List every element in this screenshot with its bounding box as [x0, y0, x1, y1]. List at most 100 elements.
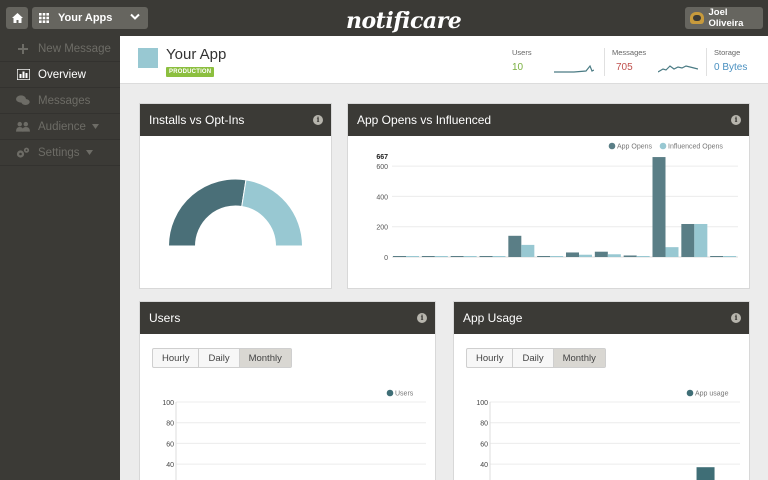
- y-tick-label: 80: [166, 421, 174, 428]
- sidebar-item-overview[interactable]: Overview: [0, 62, 120, 88]
- bar: [694, 223, 708, 257]
- bar: [521, 244, 535, 257]
- stat-divider: [706, 48, 707, 76]
- donut-slice: [241, 179, 304, 247]
- y-tick-label: 60: [166, 441, 174, 448]
- panel-header: App Usage i: [454, 302, 749, 334]
- panel-title: App Opens vs Influenced: [357, 113, 492, 127]
- legend-swatch: [686, 389, 694, 397]
- grid-icon: [39, 13, 49, 23]
- tab-monthly[interactable]: Monthly: [239, 349, 291, 367]
- messages-sparkline: [658, 65, 698, 73]
- y-tick-label: 200: [376, 225, 388, 232]
- legend-swatch: [659, 142, 667, 150]
- sidebar: New Message Overview Messages Audience S…: [0, 36, 120, 480]
- bar: [434, 256, 448, 257]
- bar: [623, 255, 637, 257]
- opens-bar-chart: 0 200 400 600 667 App Opens Influenced Opens: [376, 142, 738, 262]
- bar: [450, 256, 464, 257]
- y-tick-label: 100: [476, 400, 488, 407]
- bar: [579, 254, 592, 257]
- y-tick-label: 400: [376, 194, 388, 201]
- top-bar: Your Apps notificare Joel Oliveira: [0, 0, 768, 36]
- usage-bar-chart: 40 60 80 100 App usage: [476, 389, 740, 480]
- bar: [492, 256, 506, 257]
- chevron-down-icon: [130, 13, 140, 20]
- bar: [696, 467, 715, 480]
- avatar: [690, 12, 704, 24]
- apps-dropdown[interactable]: Your Apps: [32, 7, 148, 29]
- bar-chart-icon: [16, 69, 30, 80]
- apps-dropdown-label: Your Apps: [58, 12, 113, 24]
- bar: [594, 251, 608, 257]
- bar: [636, 256, 650, 257]
- y-tick-label: 80: [480, 421, 488, 428]
- legend-swatch: [608, 142, 616, 150]
- bar: [652, 157, 666, 257]
- user-menu-button[interactable]: Joel Oliveira: [685, 7, 763, 29]
- sidebar-item-settings[interactable]: Settings: [0, 140, 120, 166]
- bar: [681, 223, 695, 257]
- bar: [537, 256, 551, 257]
- stat-storage[interactable]: Storage 0 Bytes: [714, 48, 747, 73]
- bar: [665, 247, 679, 257]
- bar: [710, 256, 724, 257]
- caret-down-icon: [85, 150, 93, 155]
- sidebar-item-new-message[interactable]: New Message: [0, 36, 120, 62]
- chat-bubbles-icon: [16, 95, 30, 105]
- panel-header: Installs vs Opt-Ins i: [140, 104, 331, 136]
- panel-header: App Opens vs Influenced i: [348, 104, 749, 136]
- bar: [550, 256, 564, 257]
- y-tick-label: 40: [166, 462, 174, 469]
- info-icon[interactable]: i: [731, 313, 741, 323]
- legend-swatch: [386, 389, 394, 397]
- tab-hourly[interactable]: Hourly: [467, 349, 514, 367]
- sidebar-item-label: Messages: [38, 94, 91, 107]
- stat-value: 0 Bytes: [714, 62, 748, 73]
- panel-header: Users i: [140, 302, 435, 334]
- sidebar-item-audience[interactable]: Audience: [0, 114, 120, 140]
- sidebar-item-label: Overview: [38, 68, 86, 81]
- legend-entry: Influenced Opens: [668, 144, 723, 151]
- y-tick-label: 100: [162, 400, 174, 407]
- app-icon: [138, 48, 158, 68]
- tab-hourly[interactable]: Hourly: [153, 349, 200, 367]
- stat-value: 10: [512, 62, 524, 73]
- users-panel: Users i Hourly Daily Monthly 40 60 80 100 Us…: [139, 301, 436, 480]
- stat-value: 705: [616, 62, 633, 73]
- info-icon[interactable]: i: [313, 115, 323, 125]
- panel-title: Installs vs Opt-Ins: [149, 113, 245, 127]
- page-title: Your App: [166, 46, 227, 63]
- stat-label: Messages: [612, 48, 647, 57]
- stat-users[interactable]: Users 10: [512, 48, 532, 73]
- opens-panel: App Opens vs Influenced i 0 200 400 600 667 A…: [347, 103, 750, 289]
- bar: [607, 254, 621, 257]
- bar: [406, 256, 419, 257]
- panel-title: App Usage: [463, 311, 523, 325]
- sidebar-item-messages[interactable]: Messages: [0, 88, 120, 114]
- caret-down-icon: [91, 124, 99, 129]
- y-tick-label: 40: [480, 462, 488, 469]
- brand-logo[interactable]: notificare: [346, 8, 462, 34]
- installs-half-donut-chart: [167, 178, 304, 247]
- info-icon[interactable]: i: [731, 115, 741, 125]
- legend-entry: Users: [395, 391, 414, 398]
- users-sparkline: [554, 64, 594, 73]
- bar: [463, 256, 477, 257]
- bar: [723, 256, 737, 257]
- info-icon[interactable]: i: [417, 313, 427, 323]
- tab-daily[interactable]: Daily: [199, 349, 240, 367]
- y-tick-label: 60: [480, 441, 488, 448]
- tab-monthly[interactable]: Monthly: [553, 349, 605, 367]
- usage-panel: App Usage i Hourly Daily Monthly 40 60 80 1…: [453, 301, 750, 480]
- donut-slice: [167, 178, 247, 247]
- app-header: Your App PRODUCTION Users 10 Messages 70…: [120, 36, 768, 84]
- tab-daily[interactable]: Daily: [513, 349, 554, 367]
- y-tick-label: 0: [384, 255, 388, 262]
- usage-period-tabs: Hourly Daily Monthly: [466, 348, 606, 368]
- stat-label: Users: [512, 48, 532, 57]
- stat-messages[interactable]: Messages 705: [612, 48, 647, 73]
- y-max-label: 667: [376, 154, 388, 161]
- stat-divider: [604, 48, 605, 76]
- home-button[interactable]: [6, 7, 28, 29]
